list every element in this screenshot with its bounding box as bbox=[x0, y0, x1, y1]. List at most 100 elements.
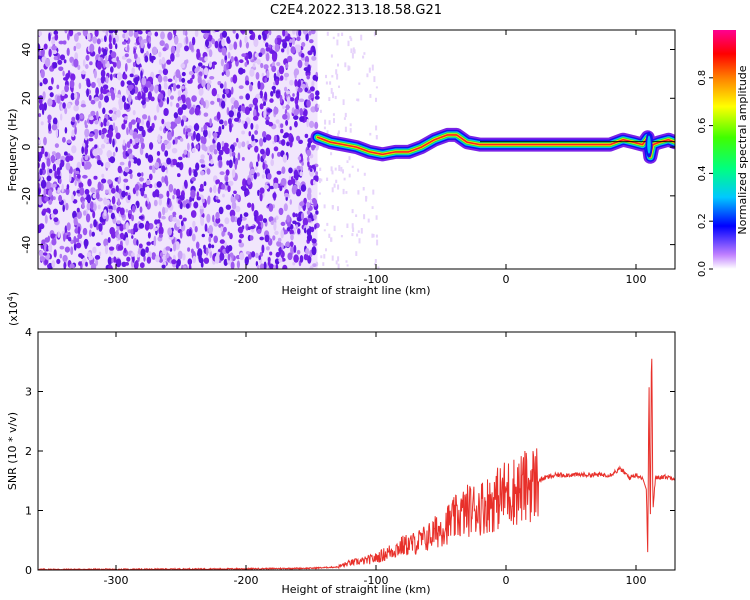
noise-speckle bbox=[294, 72, 297, 79]
noise-speckle bbox=[224, 55, 228, 61]
noise-speckle bbox=[286, 227, 291, 232]
noise-speckle bbox=[90, 187, 96, 194]
noise-speckle bbox=[183, 149, 188, 155]
noise-speck bbox=[343, 177, 346, 181]
noise-speckle bbox=[193, 201, 199, 209]
noise-speckle bbox=[85, 213, 91, 223]
noise-speck bbox=[375, 234, 378, 238]
noise-speckle bbox=[74, 52, 79, 61]
noise-speckle bbox=[44, 259, 49, 265]
noise-speckle bbox=[269, 251, 273, 256]
noise-speckle bbox=[167, 78, 173, 83]
noise-speckle bbox=[275, 78, 279, 86]
noise-speckle bbox=[244, 256, 249, 266]
colorbar-label: Normalized spectral amplitude bbox=[736, 65, 749, 234]
noise-speckle bbox=[222, 193, 225, 198]
noise-speck bbox=[338, 85, 340, 88]
noise-speckle bbox=[172, 139, 176, 145]
noise-speckle bbox=[235, 33, 239, 40]
noise-speckle bbox=[263, 101, 266, 106]
noise-speckle bbox=[264, 234, 270, 243]
noise-speckle bbox=[207, 196, 211, 205]
colorbar-tick-label: 0.8 bbox=[697, 70, 708, 86]
noise-speck bbox=[357, 230, 360, 233]
noise-speckle bbox=[203, 124, 208, 131]
noise-speckle bbox=[160, 142, 166, 152]
noise-speck bbox=[332, 92, 334, 99]
noise-speckle bbox=[229, 209, 236, 218]
noise-speckle bbox=[162, 254, 166, 262]
noise-speckle bbox=[287, 55, 293, 63]
noise-speckle bbox=[54, 33, 59, 41]
noise-speckle bbox=[295, 224, 299, 230]
noise-speckle bbox=[126, 58, 132, 64]
noise-speckle bbox=[130, 119, 136, 125]
noise-speck bbox=[374, 263, 376, 266]
noise-speckle bbox=[234, 56, 238, 62]
noise-speckle bbox=[208, 225, 214, 234]
noise-speckle bbox=[41, 146, 45, 155]
noise-speckle bbox=[43, 136, 47, 146]
noise-speck bbox=[357, 190, 360, 195]
y-tick-label: 4 bbox=[25, 326, 32, 339]
noise-speckle bbox=[177, 90, 182, 97]
noise-speckle bbox=[230, 56, 234, 63]
noise-speckle bbox=[105, 161, 111, 169]
noise-speck bbox=[362, 187, 365, 191]
noise-speck bbox=[346, 264, 349, 267]
noise-speckle bbox=[254, 130, 258, 135]
noise-speckle bbox=[223, 120, 228, 126]
noise-speckle bbox=[88, 94, 92, 101]
noise-speckle bbox=[156, 104, 160, 113]
noise-speckle bbox=[185, 59, 189, 64]
noise-speckle bbox=[51, 39, 56, 45]
noise-speckle bbox=[272, 192, 277, 199]
noise-speckle bbox=[126, 127, 129, 136]
noise-speckle bbox=[218, 149, 224, 156]
noise-speck bbox=[330, 152, 333, 156]
noise-speckle bbox=[57, 187, 61, 194]
noise-speck bbox=[328, 97, 331, 101]
noise-speckle bbox=[306, 99, 311, 108]
noise-speckle bbox=[43, 43, 48, 50]
noise-speckle bbox=[47, 114, 52, 121]
noise-speckle bbox=[159, 126, 163, 132]
noise-speckle bbox=[47, 98, 53, 107]
noise-speckle bbox=[148, 37, 151, 44]
noise-speckle bbox=[136, 239, 139, 246]
noise-speckle bbox=[241, 157, 245, 161]
spectrogram-ylabel: Frequency (Hz) bbox=[6, 109, 19, 192]
noise-speckle bbox=[106, 121, 110, 127]
noise-speckle bbox=[113, 256, 117, 263]
noise-speckle bbox=[296, 181, 301, 187]
snr-multiplier-base: (x10 bbox=[7, 301, 20, 326]
noise-speckle bbox=[103, 197, 108, 205]
noise-speckle bbox=[274, 44, 280, 52]
noise-speck bbox=[355, 214, 358, 217]
noise-speckle bbox=[42, 77, 48, 85]
noise-speckle bbox=[239, 95, 244, 100]
noise-speckle bbox=[128, 160, 132, 168]
noise-speckle bbox=[38, 224, 41, 234]
noise-speckle bbox=[62, 102, 66, 109]
noise-speckle bbox=[297, 59, 303, 69]
noise-speckle bbox=[271, 153, 274, 159]
noise-speckle bbox=[82, 59, 86, 67]
noise-speckle bbox=[285, 63, 289, 69]
noise-speckle bbox=[158, 193, 164, 199]
noise-speckle bbox=[96, 159, 102, 166]
noise-speckle bbox=[155, 254, 160, 263]
noise-speckle bbox=[264, 30, 269, 35]
noise-speckle bbox=[97, 204, 101, 210]
noise-speckle bbox=[188, 41, 192, 50]
noise-speck bbox=[363, 172, 366, 176]
noise-speckle bbox=[81, 146, 85, 155]
noise-speckle bbox=[307, 191, 312, 201]
noise-speckle bbox=[228, 110, 234, 118]
x-tick-label: -100 bbox=[364, 574, 389, 587]
noise-speckle bbox=[140, 137, 144, 145]
noise-speckle bbox=[75, 170, 80, 175]
noise-speckle bbox=[185, 97, 191, 106]
noise-speckle bbox=[173, 242, 177, 252]
noise-speckle bbox=[297, 87, 303, 93]
